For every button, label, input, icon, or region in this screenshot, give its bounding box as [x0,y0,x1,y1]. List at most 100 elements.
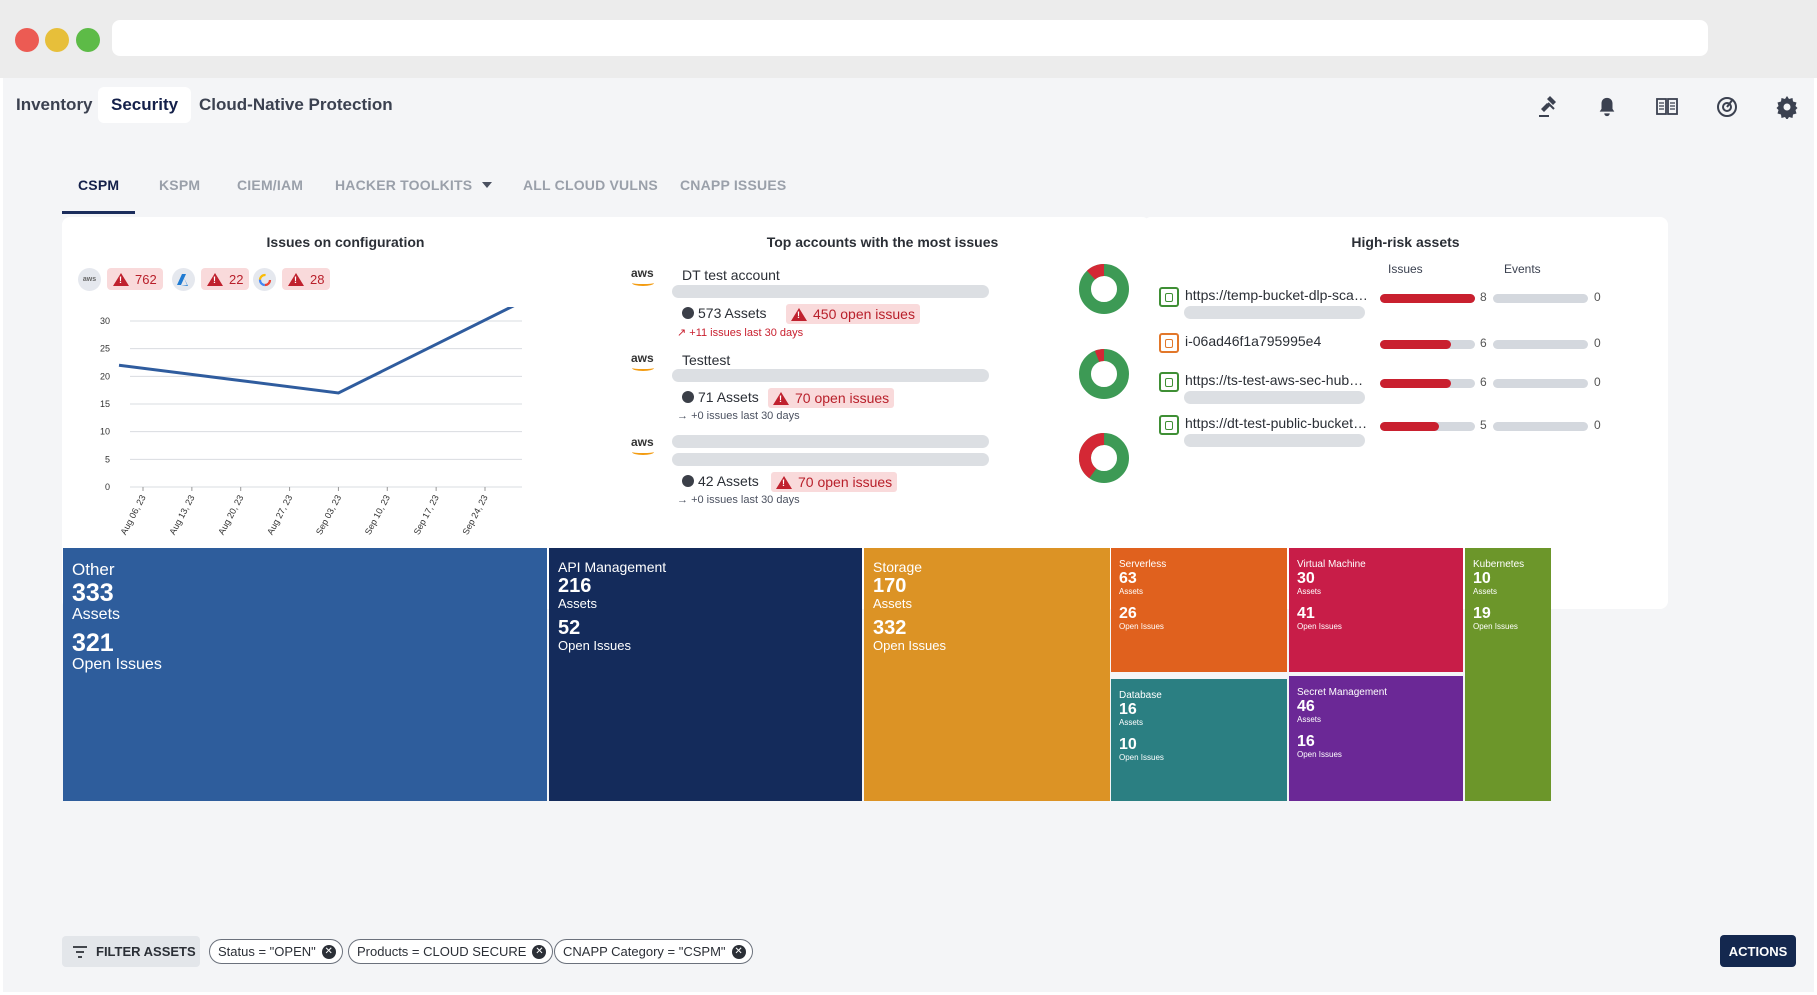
radar-icon[interactable] [1712,92,1742,122]
skeleton-bar [1184,434,1365,447]
filter-pill-products[interactable]: Products = CLOUD SECURE ✕ [348,939,554,964]
treemap-tile[interactable]: Secret Management 46 Assets 16 Open Issues [1289,676,1463,801]
high-risk-assets-card: High-risk assets Issues Events https://t… [1143,217,1668,609]
tab-inventory[interactable]: Inventory [16,95,93,114]
tile-assets-label: Assets [72,606,121,623]
account-issues-badge[interactable]: 70 open issues [768,388,895,408]
tab-hacker-toolkits[interactable]: HACKER TOOLKITS [335,168,493,214]
tab-cloud-native-protection[interactable]: Cloud-Native Protection [199,95,393,114]
issues-count: 6 [1480,375,1487,389]
series-line [118,307,515,395]
account-trend: ↗ +11 issues last 30 days [677,326,803,339]
remove-filter-icon[interactable]: ✕ [321,944,336,959]
donut-red-segment [1079,264,1129,314]
issues-count: 8 [1480,290,1487,304]
account-name[interactable]: DT test account [682,267,780,283]
tile-issues-label: Open Issues [1297,622,1342,631]
filter-assets-button[interactable]: FILTER ASSETS [62,936,200,967]
tile-category-name: API Management [558,559,667,575]
gavel-icon[interactable] [1532,92,1562,122]
account-trend-label: +11 issues last 30 days [689,327,804,339]
treemap-tile[interactable]: Storage 170 Assets 332 Open Issues [864,548,1110,801]
address-bar[interactable] [112,20,1708,56]
y-tick-label: 5 [105,454,110,464]
aws-logo-icon: aws [631,435,654,455]
bucket-icon [1159,287,1179,307]
tile-assets-count: 30 [1297,570,1315,587]
skeleton-bar [672,285,989,298]
tile-issues-label: Open Issues [1119,753,1164,762]
treemap-tile[interactable]: Virtual Machine 30 Assets 41 Open Issues [1289,548,1463,672]
gcp-issue-chip[interactable]: 28 [282,268,331,290]
remove-filter-icon[interactable]: ✕ [731,944,746,959]
treemap-tile[interactable]: Database 16 Assets 10 Open Issues [1111,679,1287,801]
filter-pill-label: Status = "OPEN" [218,944,316,959]
top-nav: Inventory Security Cloud-Native Protecti… [3,78,1814,130]
tab-cnapp-issues[interactable]: CNAPP ISSUES [680,177,787,193]
tile-issues-count: 41 [1297,605,1315,622]
treemap-tile[interactable]: Kubernetes 10 Assets 19 Open Issues [1465,548,1551,801]
aws-issue-chip[interactable]: 762 [107,268,163,290]
treemap-tile[interactable]: Other 333 Assets 321 Open Issues [63,548,547,801]
issues-bar [1380,379,1475,388]
treemap-tile[interactable]: Serverless 63 Assets 26 Open Issues [1111,548,1287,672]
book-icon[interactable] [1652,92,1682,122]
asset-name-link[interactable]: i-06ad46f1a795995e4 [1185,333,1322,349]
tab-kspm[interactable]: KSPM [159,177,201,193]
tab-security[interactable]: Security [98,87,192,123]
trend-flat-icon: → [677,494,688,506]
account-issues-badge[interactable]: 450 open issues [786,304,920,324]
issues-count: 6 [1480,336,1487,350]
account-donut [1079,433,1129,483]
tile-assets-count: 216 [558,575,592,597]
tab-all-cloud-vulns[interactable]: ALL CLOUD VULNS [523,177,658,193]
asset-name-link[interactable]: https://dt-test-public-bucket… [1185,415,1368,431]
donut-red-segment [1079,433,1129,483]
issues-config-card: Issues on configuration aws 762 22 28 0 5… [62,217,629,609]
treemap-tile[interactable]: API Management 216 Assets 52 Open Issues [549,548,862,801]
asset-name-link[interactable]: https://temp-bucket-dlp-sca… [1185,287,1368,303]
account-assets-count: 42 Assets [698,473,759,489]
account-issues-badge[interactable]: 70 open issues [771,472,898,492]
events-bar [1493,422,1588,431]
warning-icon [776,475,792,489]
tile-category-name: Secret Management [1297,687,1388,698]
actions-button[interactable]: ACTIONS [1720,935,1796,967]
filter-pill-status[interactable]: Status = "OPEN" ✕ [209,939,343,964]
issues-bar-fill [1380,422,1439,431]
account-trend-label: +0 issues last 30 days [691,494,800,506]
account-name[interactable]: Testtest [682,352,731,368]
y-tick-label: 0 [105,482,110,492]
tab-hacker-toolkits-label: HACKER TOOLKITS [335,177,473,193]
window-maximize-button[interactable] [76,28,100,52]
bell-icon[interactable] [1592,92,1622,122]
tile-assets-count: 46 [1297,698,1315,715]
tile-category-name: Other [72,560,115,579]
tab-ciem-iam[interactable]: CIEM/IAM [237,177,304,193]
asset-name-link[interactable]: https://ts-test-aws-sec-hub… [1185,372,1364,388]
top-accounts-title: Top accounts with the most issues [766,234,999,250]
tile-issues-count: 10 [1119,736,1137,753]
tile-category-name: Kubernetes [1473,559,1525,570]
issues-bar [1380,294,1475,303]
tile-category-name: Virtual Machine [1297,559,1366,570]
account-issues-label: 70 open issues [795,390,890,406]
window-minimize-button[interactable] [45,28,69,52]
x-tick-label: Aug 13, 23 [167,493,196,536]
tile-issues-count: 16 [1297,733,1315,750]
tab-cspm[interactable]: CSPM [62,168,136,214]
window-close-button[interactable] [15,28,39,52]
tile-assets-label: Assets [1473,587,1498,596]
tile-assets-label: Assets [1119,587,1144,596]
high-risk-title: High-risk assets [1351,234,1460,250]
events-count: 0 [1594,336,1601,350]
tile-assets-label: Assets [1119,718,1144,727]
filter-pill-cnapp-category[interactable]: CNAPP Category = "CSPM" ✕ [554,939,753,964]
azure-issue-chip[interactable]: 22 [201,268,250,290]
gear-icon[interactable] [1772,92,1802,122]
issues-count: 5 [1480,418,1487,432]
remove-filter-icon[interactable]: ✕ [532,944,547,959]
issues-line-chart: 0 5 10 15 20 25 30 Aug 06, 23 Aug 13, 23 Aug 20, … [100,307,522,536]
y-tick-label: 15 [100,399,110,409]
trend-up-icon: ↗ [677,327,687,339]
